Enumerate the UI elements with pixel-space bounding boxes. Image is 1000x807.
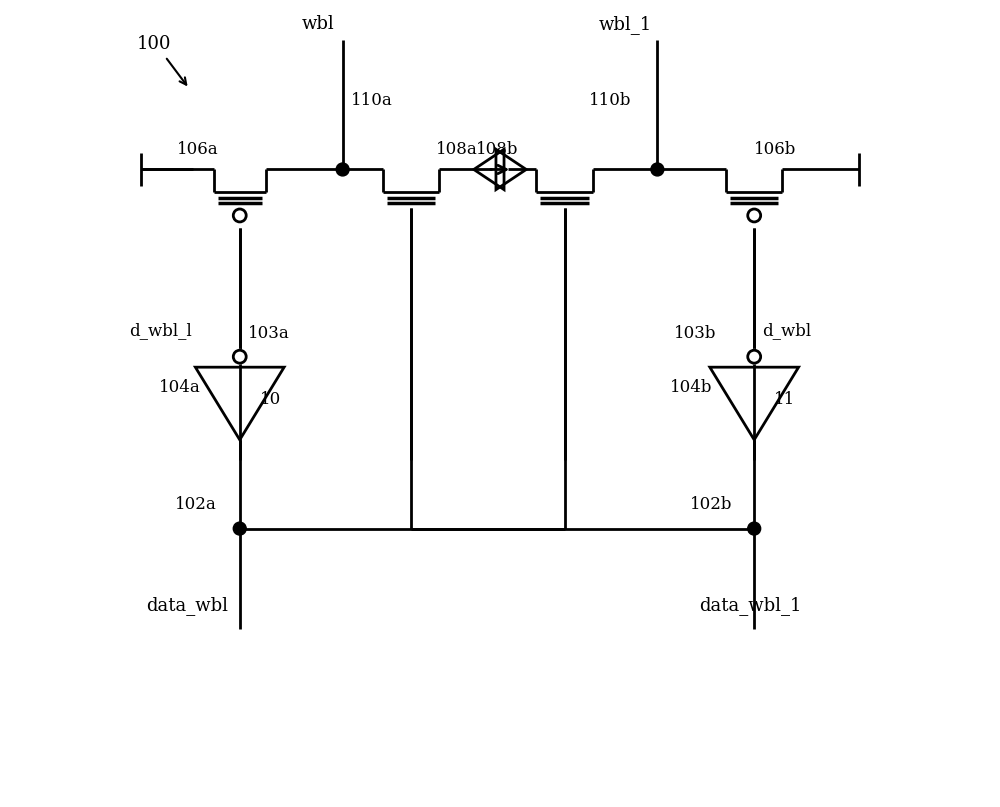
Text: 10: 10 bbox=[260, 391, 281, 408]
Text: 11: 11 bbox=[774, 391, 796, 408]
Text: 108b: 108b bbox=[476, 140, 518, 158]
Circle shape bbox=[748, 209, 761, 222]
Text: wbl_1: wbl_1 bbox=[598, 15, 652, 34]
Text: data_wbl: data_wbl bbox=[146, 596, 228, 615]
Text: 103b: 103b bbox=[674, 324, 716, 342]
Circle shape bbox=[748, 522, 761, 535]
Circle shape bbox=[748, 350, 761, 363]
Text: 108a: 108a bbox=[435, 140, 477, 158]
Text: d_wbl: d_wbl bbox=[762, 322, 811, 340]
Text: wbl: wbl bbox=[302, 15, 335, 33]
Text: 100: 100 bbox=[137, 36, 171, 53]
Text: 103a: 103a bbox=[248, 324, 290, 342]
Circle shape bbox=[651, 163, 664, 176]
Text: 110a: 110a bbox=[351, 92, 392, 110]
Text: 110b: 110b bbox=[589, 92, 631, 110]
Circle shape bbox=[336, 163, 349, 176]
Text: 104b: 104b bbox=[669, 378, 712, 396]
Text: data_wbl_1: data_wbl_1 bbox=[699, 596, 801, 615]
Circle shape bbox=[233, 209, 246, 222]
Text: 106a: 106a bbox=[177, 140, 219, 158]
Text: 104a: 104a bbox=[159, 378, 201, 396]
Text: 102a: 102a bbox=[175, 495, 217, 513]
Text: 106b: 106b bbox=[754, 140, 797, 158]
Text: 102b: 102b bbox=[690, 495, 732, 513]
Text: d_wbl_l: d_wbl_l bbox=[129, 322, 192, 340]
Circle shape bbox=[233, 522, 246, 535]
Circle shape bbox=[233, 350, 246, 363]
